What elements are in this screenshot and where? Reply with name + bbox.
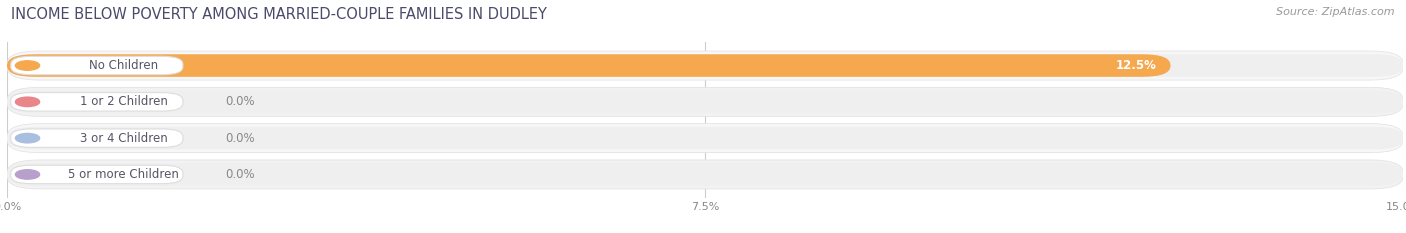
FancyBboxPatch shape (11, 165, 183, 184)
FancyBboxPatch shape (7, 87, 1403, 116)
FancyBboxPatch shape (7, 51, 1403, 80)
Circle shape (15, 61, 39, 70)
FancyBboxPatch shape (7, 91, 1403, 113)
Text: 0.0%: 0.0% (225, 95, 254, 108)
FancyBboxPatch shape (7, 163, 1403, 186)
FancyBboxPatch shape (7, 127, 1403, 149)
Text: No Children: No Children (89, 59, 157, 72)
Circle shape (15, 170, 39, 179)
FancyBboxPatch shape (7, 124, 1403, 153)
Text: 1 or 2 Children: 1 or 2 Children (80, 95, 167, 108)
FancyBboxPatch shape (7, 54, 1403, 77)
Circle shape (15, 134, 39, 143)
Text: 5 or more Children: 5 or more Children (67, 168, 179, 181)
FancyBboxPatch shape (7, 54, 1171, 77)
Text: 0.0%: 0.0% (225, 132, 254, 145)
Text: INCOME BELOW POVERTY AMONG MARRIED-COUPLE FAMILIES IN DUDLEY: INCOME BELOW POVERTY AMONG MARRIED-COUPL… (11, 7, 547, 22)
Text: 0.0%: 0.0% (225, 168, 254, 181)
FancyBboxPatch shape (11, 129, 183, 147)
Text: 12.5%: 12.5% (1115, 59, 1157, 72)
Circle shape (15, 97, 39, 106)
Text: 3 or 4 Children: 3 or 4 Children (80, 132, 167, 145)
FancyBboxPatch shape (11, 56, 183, 75)
Text: Source: ZipAtlas.com: Source: ZipAtlas.com (1277, 7, 1395, 17)
FancyBboxPatch shape (11, 93, 183, 111)
FancyBboxPatch shape (7, 160, 1403, 189)
